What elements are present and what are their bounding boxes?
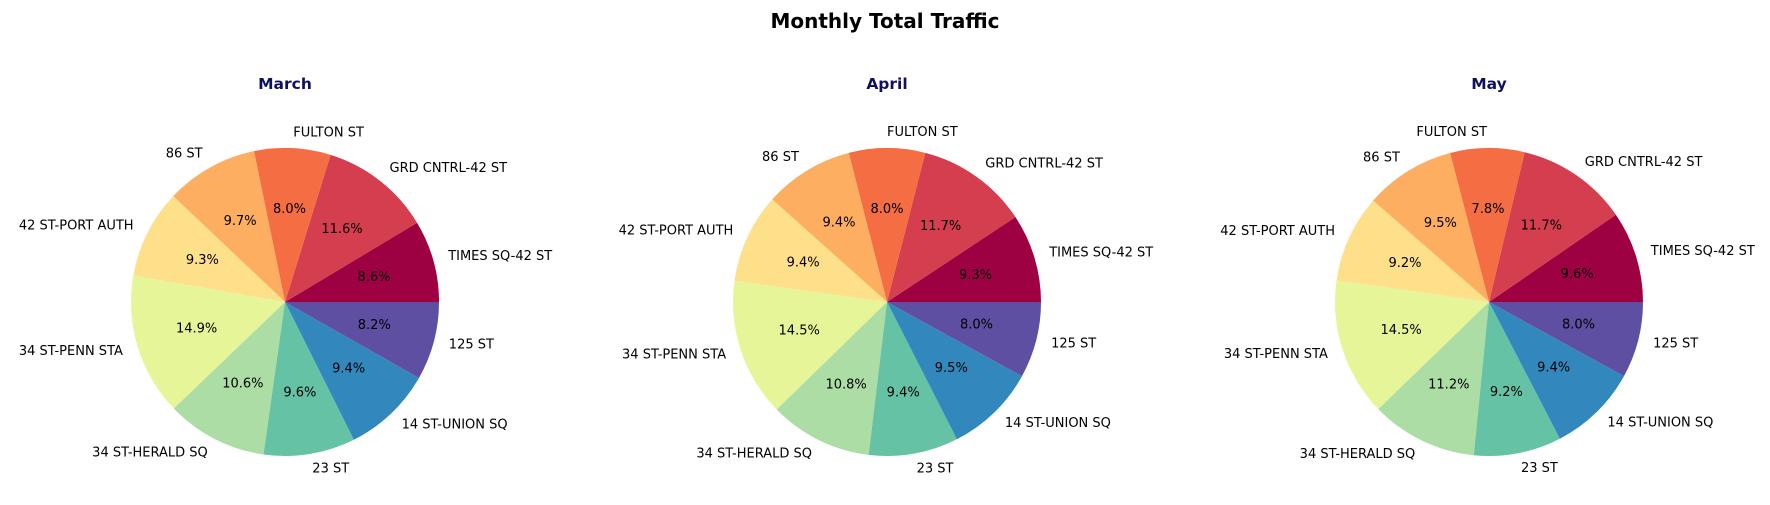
pct-label: 9.6% [283,386,316,401]
pie-slice-34-st-herald-sq [1378,302,1489,456]
category-label: 86 ST [166,147,203,162]
pie-slice-grd-cntrl-42-st [285,154,418,302]
pie-slice-42-st-port-auth [133,196,285,302]
category-label: 14 ST-UNION SQ [1607,416,1713,431]
pct-label: 11.7% [920,219,961,234]
pie-slice-86-st [1373,153,1489,302]
pct-label: 9.5% [935,361,968,376]
pie-slice-fulton-st [1450,147,1525,302]
pie-slice-times-sq-42-st [1489,214,1643,302]
pie-slice-125-st [1489,302,1643,377]
pct-label: 8.0% [960,318,993,333]
pct-label: 14.9% [176,321,217,336]
category-label: GRD CNTRL-42 ST [390,161,508,176]
pie-slice-23-st [1473,302,1560,457]
pct-label: 14.5% [1380,323,1421,338]
category-label: 86 ST [1363,150,1400,165]
pie-slice-grd-cntrl-42-st [887,152,1016,302]
category-label: 42 ST-PORT AUTH [19,219,134,234]
category-label: 125 ST [1051,337,1096,352]
category-label: 125 ST [1653,337,1698,352]
pie-slice-86-st [772,152,887,302]
pie-slice-fulton-st [253,148,331,302]
category-label: 34 ST-PENN STA [622,347,726,362]
category-label: 34 ST-PENN STA [19,344,123,359]
category-label: 23 ST [917,461,954,476]
pct-label: 9.4% [887,386,920,401]
pct-label: 8.0% [273,202,306,217]
pct-label: 9.2% [1490,385,1523,400]
pct-label: 9.2% [1388,256,1421,271]
category-label: FULTON ST [293,125,364,140]
category-label: 14 ST-UNION SQ [1005,416,1111,431]
pie-slice-grd-cntrl-42-st [1489,152,1616,302]
pie-slice-34-st-herald-sq [776,302,887,455]
pie-slice-times-sq-42-st [887,217,1041,302]
pie-slice-23-st [868,302,957,456]
pie-march: March 8.6% TIMES SQ-42 ST 11.6% GRD CNTRL-42… [19,75,552,477]
category-label: 34 ST-PENN STA [1224,347,1328,362]
pct-label: 9.6% [1561,267,1594,282]
pct-label: 14.5% [779,323,820,338]
pct-label: 9.5% [1424,216,1457,231]
category-label: 34 ST-HERALD SQ [696,446,812,461]
pie-slice-125-st [887,302,1041,377]
category-label: FULTON ST [1416,125,1487,140]
category-label: TIMES SQ-42 ST [447,249,552,264]
category-label: TIMES SQ-42 ST [1048,246,1153,261]
pct-label: 11.6% [321,222,362,237]
pie-slice-42-st-port-auth [1336,200,1489,302]
pie-slice-fulton-st [848,148,926,302]
pie-slice-125-st [285,302,439,378]
pct-label: 11.2% [1428,378,1469,393]
pie-slice-14-st-union-sq [887,302,1022,440]
pct-label: 9.4% [1537,361,1570,376]
pie-slice-34-st-penn-sta [131,275,285,409]
pct-label: 9.4% [787,256,820,271]
pct-label: 9.3% [959,268,992,283]
category-label: 42 ST-PORT AUTH [619,223,734,238]
pie-april: April 9.3% TIMES SQ-42 ST 11.7% GRD CNTRL-42… [619,75,1154,476]
pct-label: 11.7% [1521,218,1562,233]
pct-label: 9.7% [224,214,257,229]
pie-slice-14-st-union-sq [285,302,419,440]
figure-title: Monthly Total Traffic [770,9,999,33]
category-label: GRD CNTRL-42 ST [1585,155,1703,170]
pie-slice-34-st-penn-sta [1334,280,1489,410]
pie-slice-34-st-penn-sta [733,280,887,410]
pct-label: 10.6% [222,377,263,392]
pct-label: 9.4% [332,362,365,377]
pct-label: 9.4% [822,216,855,231]
pie-slice-times-sq-42-st [285,222,439,302]
pie-panels: March 8.6% TIMES SQ-42 ST 11.6% GRD CNTRL-42… [19,75,1755,477]
category-label: 23 ST [1521,461,1558,476]
category-label: 42 ST-PORT AUTH [1220,224,1335,239]
pct-label: 8.0% [1562,318,1595,333]
category-label: 86 ST [762,150,799,165]
pct-label: 9.3% [186,253,219,268]
category-label: 125 ST [449,338,494,353]
pie-title: April [866,75,907,93]
pct-label: 8.6% [357,270,390,285]
category-label: FULTON ST [887,125,958,140]
pie-slice-14-st-union-sq [1489,302,1624,439]
pie-title: March [258,75,312,93]
category-label: TIMES SQ-42 ST [1650,244,1755,259]
category-label: 23 ST [312,462,349,477]
category-label: 14 ST-UNION SQ [402,417,508,432]
category-label: GRD CNTRL-42 ST [985,157,1103,172]
pct-label: 8.0% [870,202,903,217]
category-label: 34 ST-HERALD SQ [1300,447,1416,462]
pie-slice-42-st-port-auth [734,199,887,302]
pie-slice-86-st [173,151,285,302]
category-label: 34 ST-HERALD SQ [92,445,208,460]
pie-slice-34-st-herald-sq [173,302,285,455]
pct-label: 7.8% [1471,202,1504,217]
pie-may: May 9.6% TIMES SQ-42 ST 11.7% GRD CNTRL-42 S… [1220,75,1755,476]
pct-label: 10.8% [825,377,866,392]
pie-slice-23-st [263,302,354,456]
pct-label: 8.2% [358,318,391,333]
pie-title: May [1471,75,1507,93]
